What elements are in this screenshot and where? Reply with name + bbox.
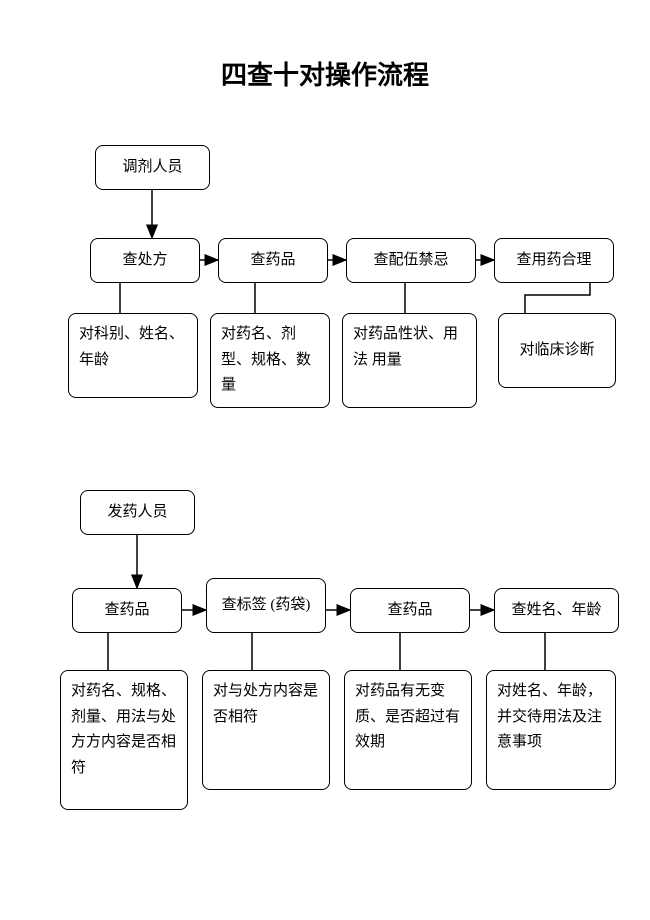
flowchart-node: 对姓名、年龄，并交待用法及注意事项 (486, 670, 616, 790)
flowchart-node: 查姓名、年龄 (494, 588, 619, 633)
flowchart-node: 查配伍禁忌 (346, 238, 476, 283)
flowchart-node: 查处方 (90, 238, 200, 283)
flowchart-node: 调剂人员 (95, 145, 210, 190)
flowchart-node: 对药品有无变质、是否超过有效期 (344, 670, 472, 790)
flowchart-node: 对临床诊断 (498, 313, 616, 388)
flowchart-edge (525, 283, 590, 313)
flowchart-node: 发药人员 (80, 490, 195, 535)
flowchart-node: 查标签 (药袋) (206, 578, 326, 633)
flowchart-node: 对科别、姓名、年龄 (68, 313, 198, 398)
flowchart-node: 查用药合理 (494, 238, 614, 283)
page-title: 四查十对操作流程 (0, 55, 650, 92)
flowchart-node: 对与处方内容是否相符 (202, 670, 330, 790)
flowchart-node: 对药名、剂型、规格、数量 (210, 313, 330, 408)
flowchart-node: 对药品性状、用法 用量 (342, 313, 477, 408)
flowchart-node: 查药品 (350, 588, 470, 633)
flowchart-node: 查药品 (72, 588, 182, 633)
flowchart-node: 查药品 (218, 238, 328, 283)
flowchart-node: 对药名、规格、剂量、用法与处方方内容是否相符 (60, 670, 188, 810)
